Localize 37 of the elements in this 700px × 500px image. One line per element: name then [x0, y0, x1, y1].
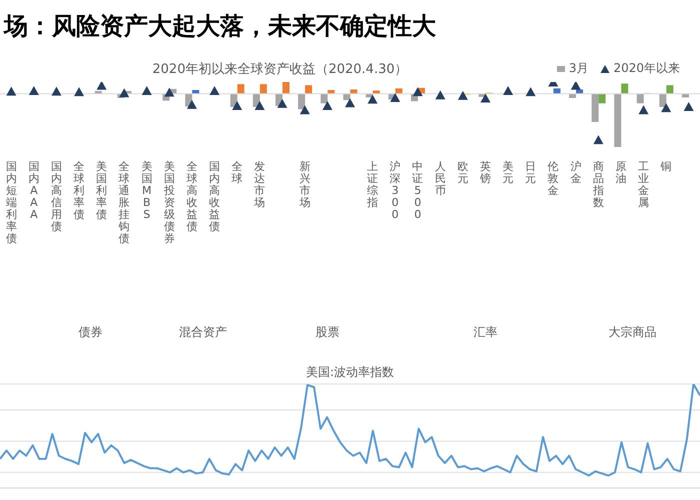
x-tick-label: 美国利率债 [96, 160, 108, 221]
x-tick-label: 铜 [660, 160, 672, 173]
x-tick-label: 全球通胀挂钩债 [118, 160, 130, 245]
x-tick-label: 美国MBS [141, 160, 152, 221]
x-tick-label: 全球高收益债 [186, 160, 198, 233]
x-tick-label: 沪金 [570, 160, 582, 185]
x-tick-label: 日元 [525, 160, 536, 185]
x-tick-label: 国内高收益债 [209, 160, 220, 233]
x-tick-label: 人民币 [434, 160, 446, 197]
x-tick-label: 国内短端利率债 [6, 160, 17, 245]
x-tick-label: 欧元 [457, 160, 468, 185]
text: 混合资产 [178, 324, 228, 341]
x-tick-label: 全球 [232, 160, 243, 185]
x-tick-label: 上证综指 [366, 160, 378, 209]
x-tick-label: 伦敦金 [548, 160, 559, 197]
text: 股票 [314, 324, 340, 341]
x-tick-label: 工业金属 [638, 160, 650, 209]
x-tick-label: 商品指数 [592, 160, 604, 209]
text: 汇率 [472, 324, 498, 341]
x-tick-label: 美国投资级债券 [162, 160, 175, 245]
x-tick-label: 新兴市场 [298, 160, 310, 209]
chart-title: 美国:波动率指数 [304, 364, 396, 381]
x-tick-label: 英镑 [478, 160, 491, 185]
text: 大宗商品 [607, 324, 658, 341]
legend-label: 3月 [568, 60, 588, 77]
text: 债券 [77, 324, 104, 341]
x-tick-label: 美元 [502, 160, 514, 185]
chart-title: 2020年初以来全球资产收益（2020.4.30） [151, 61, 409, 78]
x-tick-label: 全球利率债 [74, 160, 85, 221]
x-tick-label: 国内AAA [28, 160, 40, 221]
x-tick-label: 国内高信用债 [50, 160, 62, 233]
x-tick-label: 原油 [615, 160, 626, 185]
x-tick-label: 沪深300 [390, 160, 401, 221]
text: 场：风险资产大起大落，未来不确定性大 [4, 12, 436, 40]
legend-label: 2020年以来 [612, 60, 680, 77]
x-tick-label: 中证500 [412, 160, 424, 221]
x-tick-label: 发达市场 [253, 160, 266, 209]
